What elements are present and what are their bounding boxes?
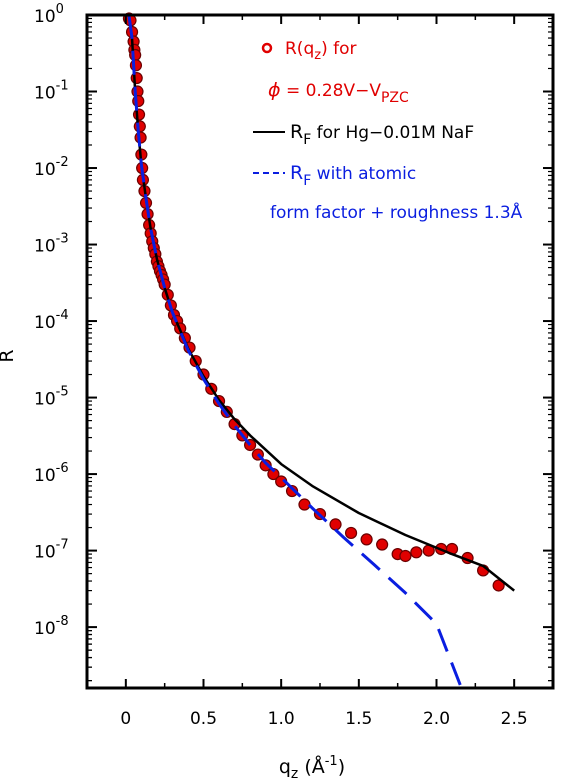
data-point [376, 538, 389, 551]
rf-dashed-line [127, 14, 463, 689]
y-tick-label: 100 [34, 2, 64, 27]
plot-frame [85, 13, 555, 690]
y-axis-label: R [0, 349, 18, 362]
x-tick-label: 2.5 [501, 709, 528, 729]
y-tick-label: 10-2 [34, 155, 69, 180]
legend-label-solid-line: RF for Hg−0.01M NaF [290, 121, 474, 148]
y-tick-label: 10-3 [34, 232, 69, 257]
x-tick-label: 0 [120, 709, 131, 729]
legend: R(qz) for ϕ = 0.28V−VPZC RF for Hg−0.01M… [253, 39, 523, 223]
x-tick-label: 2.0 [423, 709, 450, 729]
legend-marker-points [261, 42, 273, 54]
data-point [492, 579, 505, 592]
x-tick-label: 1.0 [268, 709, 295, 729]
y-tick-label: 10-4 [34, 308, 69, 333]
plot-series [122, 12, 515, 689]
data-point [399, 549, 412, 563]
x-tick-label: 0.5 [190, 709, 217, 729]
data-point [285, 484, 299, 498]
legend-label-dashed-line: RF with atomic [290, 162, 416, 189]
y-tick-label: 10-5 [34, 385, 69, 410]
data-point [133, 120, 146, 133]
data-point [259, 459, 272, 472]
y-tick-label: 10-8 [34, 614, 69, 639]
data-point [360, 533, 373, 546]
y-tick-label: 10-6 [34, 461, 69, 486]
legend-label-points-line2: ϕ = 0.28V−VPZC [268, 79, 409, 106]
y-tick-label: 10-7 [34, 538, 69, 563]
x-axis-label: qz (Å-1) [279, 754, 345, 782]
data-point [410, 546, 423, 559]
legend-label-dashed-line2: form factor + roughness 1.3Å [270, 201, 523, 223]
x-tick-label: 1.5 [345, 709, 372, 729]
data-point [329, 518, 342, 531]
y-ticks: 100 10-1 10-2 10-3 10-4 10-5 10-6 10-7 10-8 [34, 2, 553, 682]
x-ticks: 0 0.5 1.0 1.5 2.0 2.5 [86, 15, 554, 729]
y-tick-label: 10-1 [34, 79, 69, 104]
legend-label-points-line1: R(qz) for [285, 39, 357, 63]
rf-solid-line [127, 14, 515, 592]
data-point [344, 526, 358, 540]
data-point [298, 498, 311, 511]
